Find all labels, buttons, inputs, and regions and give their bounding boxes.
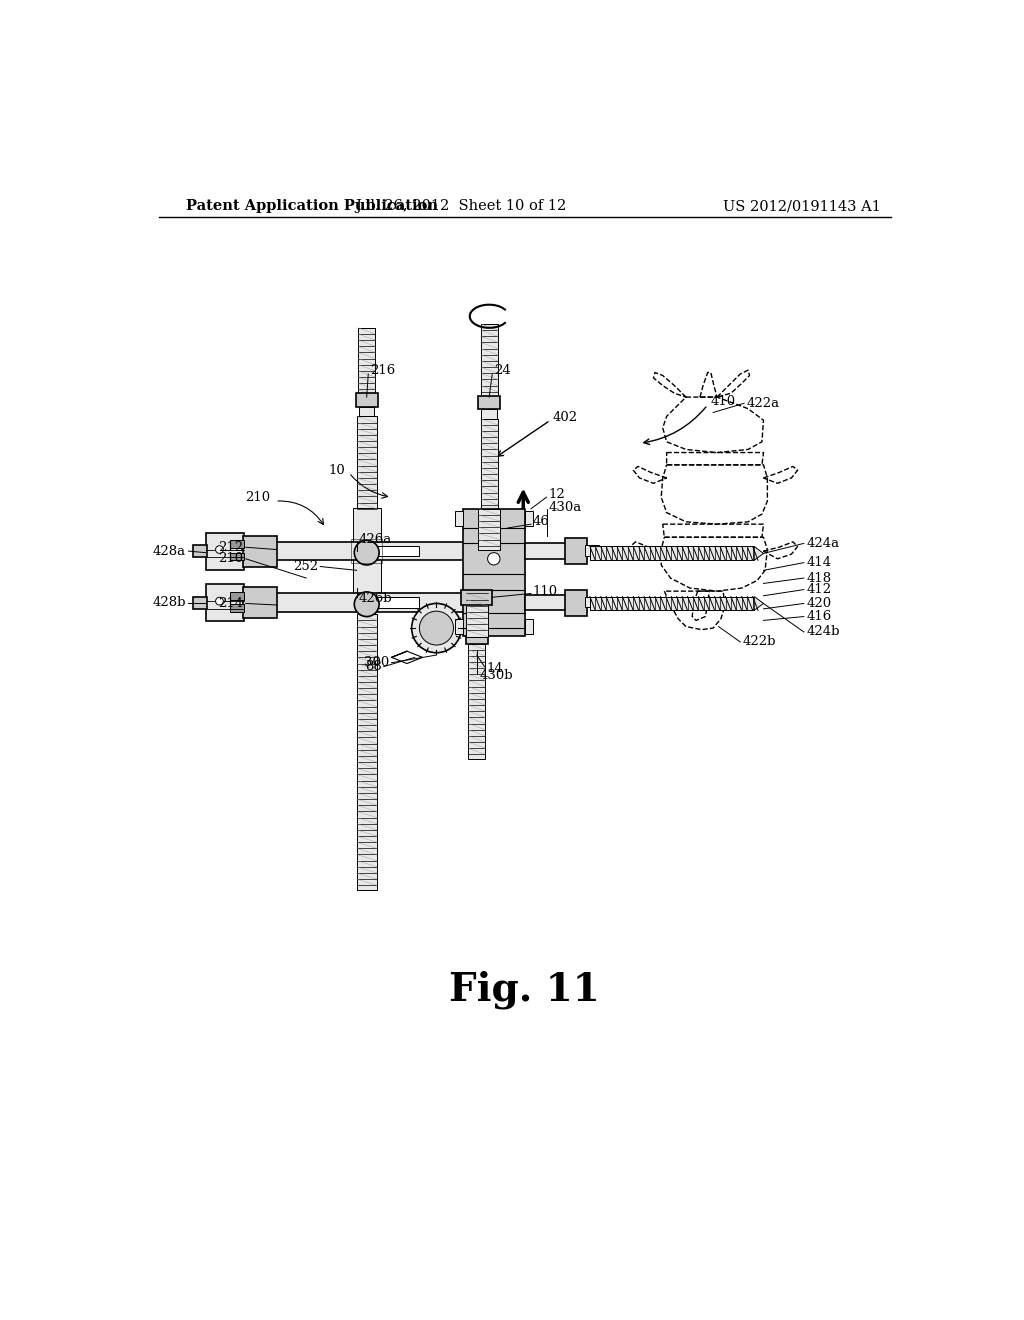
Circle shape [420,611,454,645]
Bar [376,597,419,609]
Bar [586,545,599,556]
Bar [351,539,382,564]
Text: Fig. 11: Fig. 11 [450,970,600,1010]
Bar [524,511,532,527]
Bar [359,407,375,416]
Bar [358,327,375,397]
Text: 412: 412 [806,583,831,597]
Text: Patent Application Publication: Patent Application Publication [186,199,438,213]
Text: 88: 88 [365,660,381,673]
Circle shape [354,540,379,565]
Text: 46: 46 [532,515,550,528]
Polygon shape [755,597,764,610]
Bar [243,587,276,618]
Bar [524,544,567,558]
Text: 300: 300 [364,656,389,669]
Text: 12: 12 [548,488,565,502]
Circle shape [412,603,461,653]
Circle shape [216,545,223,553]
Text: 424b: 424b [806,626,840,639]
Text: 426a: 426a [359,533,392,546]
Bar [206,585,245,622]
Circle shape [216,597,223,605]
Circle shape [487,553,500,565]
Bar [524,619,532,635]
Text: 210: 210 [246,491,270,504]
Text: 414: 414 [806,556,831,569]
Text: US 2012/0191143 A1: US 2012/0191143 A1 [723,199,882,213]
Bar [590,546,755,560]
Text: 110: 110 [532,585,558,598]
Text: 420: 420 [806,597,831,610]
Bar [230,540,245,548]
Text: 10: 10 [329,463,345,477]
Bar [524,595,567,610]
Bar [243,536,276,566]
Bar [466,594,487,638]
Circle shape [354,591,379,616]
Text: 424a: 424a [806,537,840,550]
Bar [230,553,245,561]
Text: 422b: 422b [742,635,776,648]
Text: 14: 14 [486,661,503,675]
Bar [352,508,381,597]
Text: 428b: 428b [153,597,186,610]
Text: 210: 210 [218,552,244,565]
Text: 422a: 422a [746,397,779,409]
Text: 212: 212 [218,541,244,554]
Text: 216: 216 [370,363,395,376]
Bar [481,409,497,418]
Text: 410: 410 [711,395,736,408]
Bar [463,508,524,636]
Bar [478,396,500,409]
Bar [565,590,587,615]
Bar [356,393,378,407]
Bar [455,619,463,635]
Bar [480,418,498,508]
Polygon shape [755,546,764,560]
Bar [586,597,599,607]
Bar [275,594,467,612]
Text: 416: 416 [806,610,831,623]
Text: 214: 214 [218,597,244,610]
Bar [230,591,245,599]
Text: 428a: 428a [153,545,186,557]
Bar [194,597,207,609]
Bar [230,605,245,612]
Bar [206,533,245,570]
Bar [466,635,487,644]
Text: 426b: 426b [359,593,392,606]
Text: 430b: 430b [479,669,513,682]
Bar [275,543,467,561]
Bar [455,511,463,527]
Bar [590,597,755,610]
Bar [356,416,377,510]
Bar [194,545,207,557]
Bar [376,545,419,557]
Text: 430a: 430a [549,500,582,513]
Bar [461,590,493,605]
Text: 252: 252 [293,560,317,573]
Text: Jul. 26, 2012  Sheet 10 of 12: Jul. 26, 2012 Sheet 10 of 12 [355,199,567,213]
Text: 24: 24 [494,363,511,376]
Bar [480,323,498,397]
Text: 418: 418 [806,572,831,585]
Bar [565,539,587,564]
Bar [468,638,485,759]
Text: 402: 402 [553,411,578,424]
Bar [478,508,500,549]
Bar [356,614,377,890]
